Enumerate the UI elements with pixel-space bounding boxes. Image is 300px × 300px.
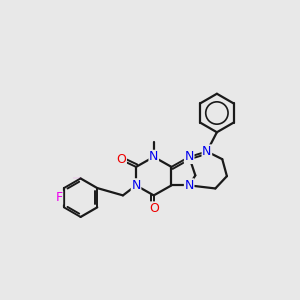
Text: N: N [202, 145, 212, 158]
Text: N: N [131, 179, 141, 192]
Text: F: F [56, 191, 63, 204]
Text: O: O [149, 202, 159, 215]
Text: O: O [116, 154, 126, 166]
Text: N: N [184, 150, 194, 164]
Text: N: N [184, 179, 194, 192]
Text: N: N [149, 150, 158, 164]
